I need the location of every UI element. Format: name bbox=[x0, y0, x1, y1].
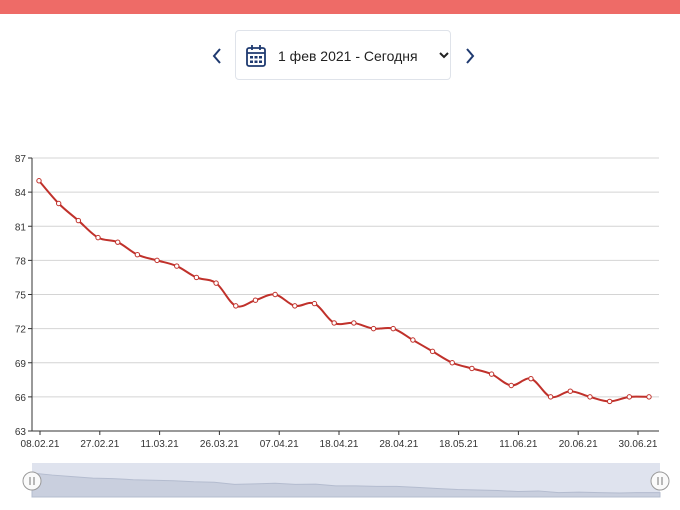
y-tick-label: 69 bbox=[15, 359, 27, 370]
x-tick-label: 27.02.21 bbox=[80, 439, 119, 450]
y-tick-label: 84 bbox=[15, 188, 27, 199]
chevron-down-icon bbox=[439, 52, 449, 59]
date-range-value: 1 фев 2021 - Сегодня bbox=[278, 48, 418, 64]
calendar-icon bbox=[246, 45, 266, 67]
data-point bbox=[469, 365, 475, 372]
x-tick-label: 11.03.21 bbox=[141, 439, 180, 450]
data-point bbox=[36, 178, 42, 184]
weight-line-chart: 87 84 81 78 75 72 69 66 63 08.02.21 27.02.21 11.03… bbox=[15, 154, 670, 498]
x-tick-label: 07.04.21 bbox=[260, 439, 299, 450]
date-range-select[interactable]: 1 фев 2021 - Сегодня bbox=[235, 30, 451, 80]
y-tick-label: 63 bbox=[15, 427, 27, 438]
y-tick-label: 75 bbox=[15, 291, 27, 302]
x-tick-label: 18.04.21 bbox=[320, 439, 359, 450]
y-tick-label: 81 bbox=[15, 222, 27, 233]
data-point bbox=[154, 257, 160, 264]
data-point bbox=[626, 394, 633, 400]
data-point bbox=[488, 371, 495, 377]
chart-grid bbox=[32, 157, 659, 432]
y-tick-label: 72 bbox=[15, 325, 27, 336]
data-point bbox=[233, 303, 239, 309]
data-point bbox=[449, 360, 455, 366]
data-point bbox=[95, 234, 101, 241]
data-point bbox=[646, 394, 652, 400]
data-point bbox=[252, 297, 259, 303]
data-point bbox=[410, 337, 416, 343]
navigator-handle[interactable] bbox=[650, 471, 670, 491]
y-tick-label: 78 bbox=[15, 256, 27, 267]
navigator-handle[interactable] bbox=[22, 471, 42, 491]
next-period-button[interactable] bbox=[459, 40, 481, 72]
navigator-series bbox=[31, 472, 661, 498]
x-tick-label: 28.04.21 bbox=[379, 439, 418, 450]
data-point bbox=[528, 375, 534, 382]
data-point bbox=[115, 239, 121, 245]
y-tick-label: 87 bbox=[15, 154, 27, 165]
x-tick-label: 11.06.21 bbox=[499, 439, 538, 450]
data-point bbox=[508, 382, 514, 389]
data-point bbox=[351, 320, 357, 326]
previous-period-button[interactable] bbox=[206, 40, 228, 72]
chevron-left-icon bbox=[212, 48, 221, 64]
x-tick-label: 20.06.21 bbox=[559, 439, 598, 450]
range-navigator[interactable] bbox=[22, 463, 670, 498]
data-point bbox=[606, 398, 613, 405]
x-tick-label: 08.02.21 bbox=[21, 439, 60, 450]
data-point bbox=[193, 274, 200, 281]
y-axis: 87 84 81 78 75 72 69 66 63 bbox=[15, 154, 33, 438]
series-line bbox=[38, 180, 650, 403]
data-point bbox=[331, 320, 337, 326]
data-point bbox=[547, 394, 554, 400]
chart-series bbox=[36, 178, 652, 405]
data-point bbox=[567, 388, 573, 394]
x-tick-label: 26.03.21 bbox=[200, 439, 239, 450]
x-axis: 08.02.21 27.02.21 11.03.21 26.03.21 07.04.21… bbox=[21, 430, 659, 450]
x-tick-label: 18.05.21 bbox=[439, 439, 478, 450]
data-point bbox=[311, 300, 318, 307]
data-point bbox=[75, 217, 82, 224]
data-point bbox=[390, 325, 396, 332]
chevron-right-icon bbox=[466, 48, 475, 64]
data-point bbox=[134, 251, 141, 258]
x-tick-label: 30.06.21 bbox=[619, 439, 658, 450]
data-point bbox=[174, 263, 180, 269]
data-point bbox=[370, 325, 377, 332]
data-point bbox=[55, 200, 62, 207]
data-point bbox=[213, 280, 219, 286]
y-tick-label: 66 bbox=[15, 393, 27, 404]
data-point bbox=[429, 348, 436, 355]
data-point bbox=[292, 303, 298, 309]
data-point bbox=[587, 394, 593, 400]
data-point bbox=[272, 291, 278, 298]
top-header-bar bbox=[0, 0, 680, 14]
